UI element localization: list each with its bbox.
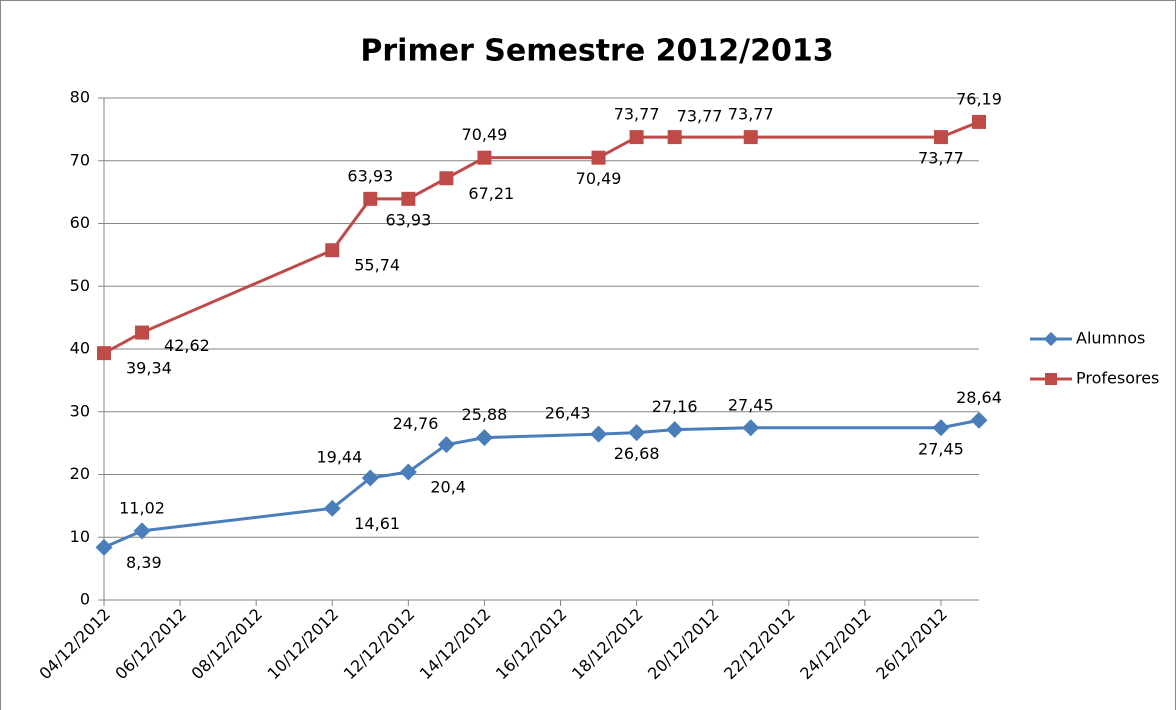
point-marker	[742, 419, 760, 437]
point-marker	[95, 538, 113, 556]
data-label: 76,19	[956, 89, 1002, 108]
y-tick-label: 10	[70, 527, 90, 546]
point-marker	[933, 130, 948, 145]
point-marker	[475, 429, 493, 447]
point-marker	[437, 436, 455, 454]
y-tick-label: 50	[70, 276, 90, 295]
point-marker	[667, 130, 682, 145]
point-marker	[590, 425, 608, 443]
data-label: 67,21	[468, 184, 514, 203]
data-label: 19,44	[316, 448, 362, 467]
legend-label: Alumnos	[1076, 329, 1145, 348]
y-tick-label: 0	[80, 590, 90, 609]
data-label: 27,45	[918, 439, 964, 458]
data-label: 73,77	[614, 105, 660, 124]
point-marker	[972, 114, 986, 129]
data-label: 11,02	[119, 498, 165, 517]
data-label: 27,16	[652, 397, 698, 416]
point-marker	[666, 421, 684, 439]
chart-title: Primer Semestre 2012/2013	[360, 34, 833, 69]
point-marker	[970, 411, 988, 429]
point-marker	[629, 130, 644, 145]
legend-marker	[1043, 331, 1059, 347]
legend-marker	[1045, 373, 1057, 385]
point-marker	[325, 243, 340, 258]
data-label: 42,62	[164, 336, 210, 355]
point-marker	[399, 463, 417, 481]
data-label: 70,49	[576, 169, 622, 188]
data-label: 63,93	[385, 210, 431, 229]
data-label: 39,34	[126, 359, 172, 378]
point-marker	[323, 499, 341, 517]
point-marker	[591, 150, 606, 165]
data-label: 73,77	[728, 105, 774, 124]
y-tick-label: 70	[70, 150, 90, 169]
data-label: 70,49	[462, 125, 508, 144]
point-marker	[97, 346, 111, 361]
point-marker	[932, 419, 950, 437]
data-label: 28,64	[956, 388, 1002, 407]
data-label: 20,4	[430, 477, 466, 496]
point-marker	[477, 150, 492, 165]
y-tick-label: 80	[70, 88, 90, 107]
data-label: 26,43	[545, 404, 591, 423]
data-label: 8,39	[126, 553, 162, 572]
data-label: 73,77	[677, 107, 723, 126]
data-label: 73,77	[918, 149, 964, 168]
point-marker	[743, 130, 758, 145]
point-marker	[361, 469, 379, 487]
point-marker	[133, 522, 151, 540]
point-marker	[363, 191, 378, 206]
data-label: 63,93	[347, 166, 393, 185]
point-marker	[439, 171, 454, 186]
legend-label: Profesores	[1076, 369, 1159, 388]
y-tick-label: 60	[70, 213, 90, 232]
data-label: 27,45	[728, 395, 774, 414]
data-label: 25,88	[462, 405, 508, 424]
data-label: 26,68	[614, 444, 660, 463]
y-tick-label: 40	[70, 339, 90, 358]
point-marker	[628, 424, 646, 442]
y-tick-label: 30	[70, 401, 90, 420]
y-tick-label: 20	[70, 464, 90, 483]
data-label: 24,76	[393, 414, 439, 433]
data-label: 55,74	[354, 256, 400, 275]
data-label: 14,61	[354, 514, 400, 533]
point-marker	[401, 191, 416, 206]
point-marker	[135, 325, 150, 340]
